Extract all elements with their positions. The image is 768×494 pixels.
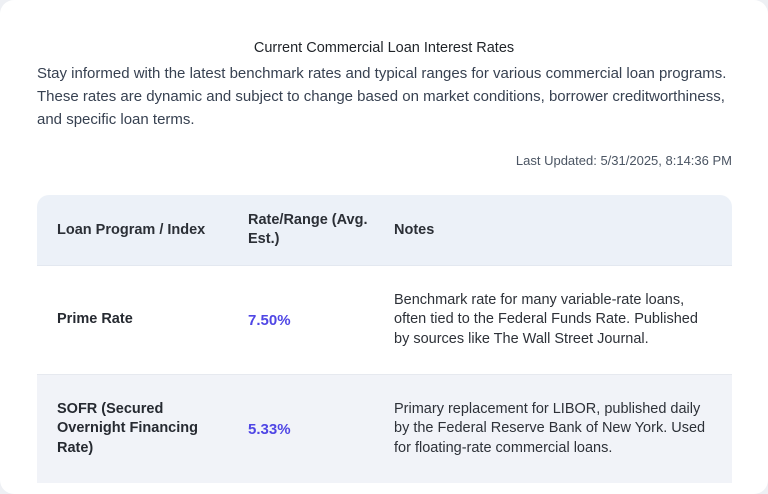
table-header-row: Loan Program / Index Rate/Range (Avg. Es… <box>37 195 732 266</box>
column-header-rate-range: Rate/Range (Avg. Est.) <box>248 212 368 247</box>
loan-program-name: Prime Rate <box>57 311 133 328</box>
rate-notes: Primary replacement for LIBOR, published… <box>394 400 706 456</box>
rates-table: Loan Program / Index Rate/Range (Avg. Es… <box>37 195 732 483</box>
column-header-loan-program: Loan Program / Index <box>57 221 206 238</box>
rate-notes: Benchmark rate for many variable-rate lo… <box>394 291 698 347</box>
page-title: Current Commercial Loan Interest Rates <box>253 40 515 56</box>
table-row: SOFR (Secured Overnight Financing Rate) … <box>37 375 732 483</box>
rate-value: 7.50% <box>248 311 291 329</box>
column-header-notes: Notes <box>394 221 435 238</box>
page-description: Stay informed with the latest benchmark … <box>37 65 727 128</box>
last-updated-timestamp: Last Updated: 5/31/2025, 8:14:36 PM <box>515 153 732 168</box>
rate-value: 5.33% <box>248 420 291 438</box>
table-row: Prime Rate 7.50% Benchmark rate for many… <box>37 266 732 375</box>
loan-program-name: SOFR (Secured Overnight Financing Rate) <box>57 400 198 456</box>
